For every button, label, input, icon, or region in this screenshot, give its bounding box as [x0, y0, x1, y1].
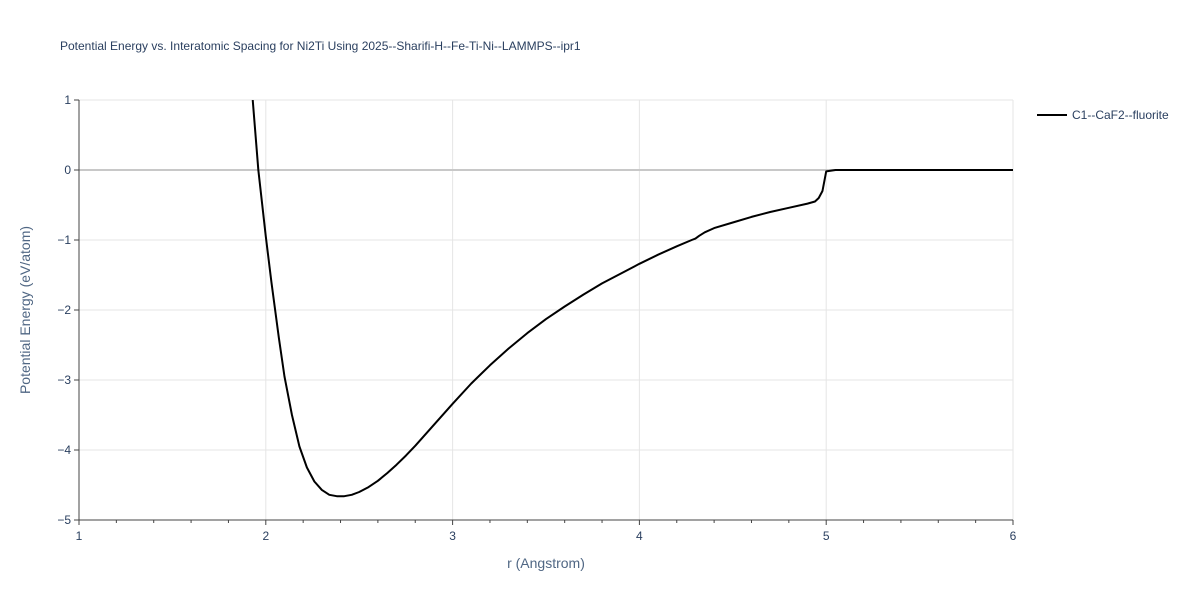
y-tick-label: 0 [64, 163, 71, 177]
x-axis-title: r (Angstrom) [507, 555, 585, 571]
x-tick-label: 5 [823, 529, 830, 543]
series-line-c1-caf2-fluorite [251, 100, 1013, 498]
y-tick-label: −3 [57, 373, 71, 387]
y-tick-label: −2 [57, 303, 71, 317]
x-minor-ticks [115, 520, 977, 523]
x-tick-label: 3 [449, 529, 456, 543]
series-layer [251, 100, 1013, 498]
chart-title: Potential Energy vs. Interatomic Spacing… [60, 39, 581, 53]
x-tick-label: 6 [1010, 529, 1017, 543]
y-axis-ticks: −5 −4 −3 −2 −1 0 1 [57, 93, 79, 527]
legend[interactable]: C1--CaF2--fluorite [1037, 108, 1169, 122]
y-tick-label: −5 [57, 513, 71, 527]
y-tick-label: −1 [57, 233, 71, 247]
x-tick-label: 1 [76, 529, 83, 543]
x-tick-label: 2 [262, 529, 269, 543]
y-axis-title: Potential Energy (eV/atom) [17, 226, 33, 394]
legend-label-c1-caf2-fluorite: C1--CaF2--fluorite [1072, 108, 1169, 122]
y-tick-label: −4 [57, 443, 71, 457]
x-axis-ticks: 1 2 3 4 5 6 [76, 520, 1017, 543]
x-tick-label: 4 [636, 529, 643, 543]
y-tick-label: 1 [64, 93, 71, 107]
